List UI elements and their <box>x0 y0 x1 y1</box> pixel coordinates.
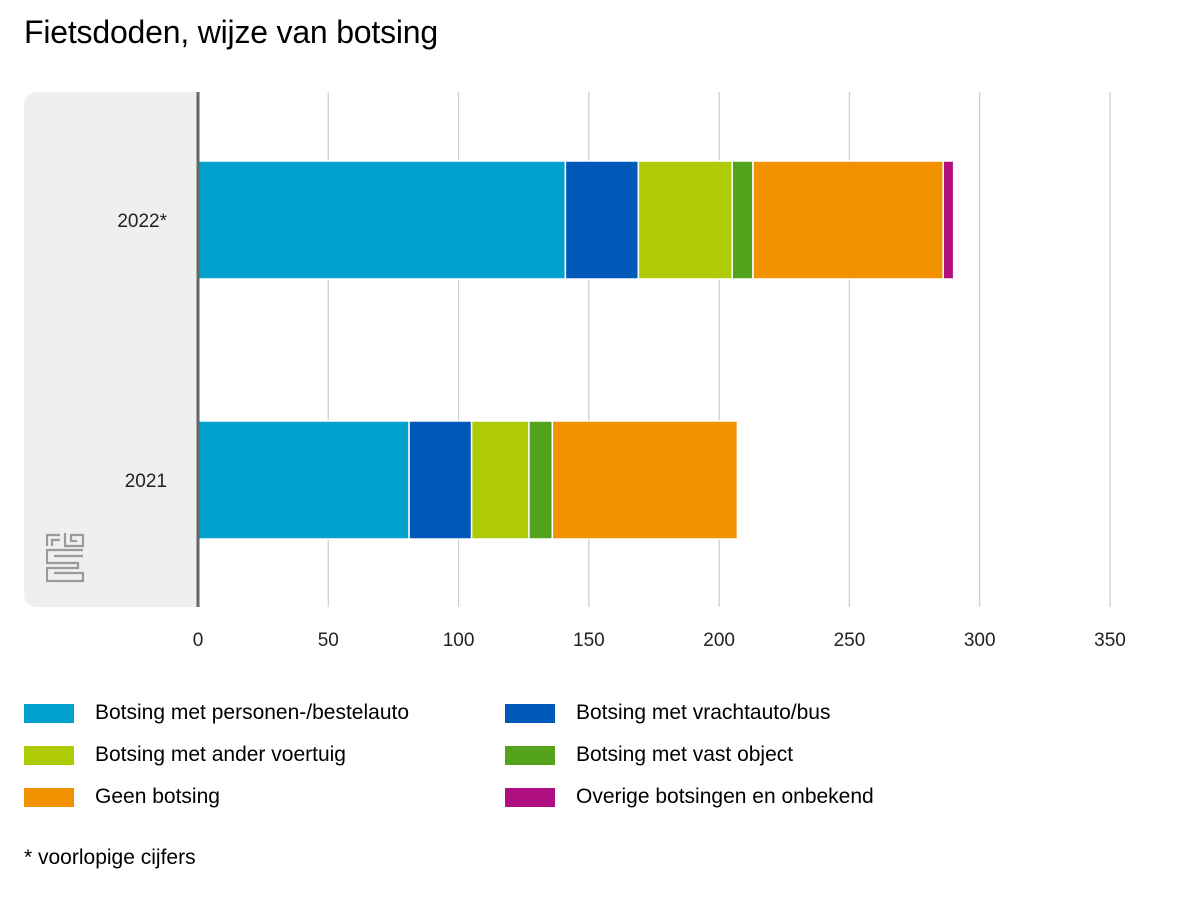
bar-segment <box>197 420 410 540</box>
legend-label: Botsing met personen-/bestelauto <box>95 701 410 724</box>
legend-swatch <box>505 745 555 765</box>
legend-label: Botsing met vrachtauto/bus <box>576 701 831 724</box>
category-labels: 2022* 2021 <box>117 211 167 492</box>
x-tick-label: 250 <box>834 630 866 651</box>
legend-swatch <box>24 745 74 765</box>
x-tick-labels: 0 50 100 150 200 250 300 350 <box>193 630 1126 651</box>
legend-swatch <box>24 703 74 723</box>
x-tick-label: 100 <box>443 630 475 651</box>
category-panel <box>24 92 198 607</box>
bar-segment <box>564 160 640 280</box>
legend-item: Botsing met vrachtauto/bus <box>505 700 830 726</box>
bar-segment <box>408 420 473 540</box>
bar-segment <box>528 420 554 540</box>
x-tick-label: 350 <box>1094 630 1126 651</box>
bar-segment <box>470 420 530 540</box>
x-tick-label: 0 <box>193 630 204 651</box>
bar-segment <box>731 160 754 280</box>
legend-swatch <box>505 703 555 723</box>
x-tick-label: 200 <box>703 630 735 651</box>
x-tick-label: 150 <box>573 630 605 651</box>
legend-item: Botsing met ander voertuig <box>24 742 346 768</box>
legend-label: Overige botsingen en onbekend <box>576 785 874 808</box>
bar-segment <box>637 160 733 280</box>
bar-segment <box>752 160 944 280</box>
x-tick-label: 50 <box>318 630 339 651</box>
legend-item: Geen botsing <box>24 784 220 810</box>
legend-label: Botsing met vast object <box>576 743 794 766</box>
legend-item: Overige botsingen en onbekend <box>505 784 874 810</box>
legend-label: Geen botsing <box>95 785 220 808</box>
legend-label: Botsing met ander voertuig <box>95 743 346 766</box>
legend-swatch <box>505 787 555 807</box>
bars <box>197 160 955 540</box>
category-label: 2022* <box>117 211 167 232</box>
category-label: 2021 <box>125 471 167 492</box>
x-tick-label: 300 <box>964 630 996 651</box>
bar-segment <box>197 160 567 280</box>
bar-segment <box>551 420 739 540</box>
legend-item: Botsing met vast object <box>505 742 793 768</box>
legend-item: Botsing met personen-/bestelauto <box>24 700 409 726</box>
legend-swatch <box>24 787 74 807</box>
footnote: * voorlopige cijfers <box>24 846 196 869</box>
bar-segment <box>942 160 955 280</box>
chart-title: Fietsdoden, wijze van botsing <box>24 14 438 50</box>
cbs-logo <box>46 533 85 583</box>
bar-chart: 2022* 2021 0 50 100 150 200 250 300 350 <box>24 92 1126 651</box>
